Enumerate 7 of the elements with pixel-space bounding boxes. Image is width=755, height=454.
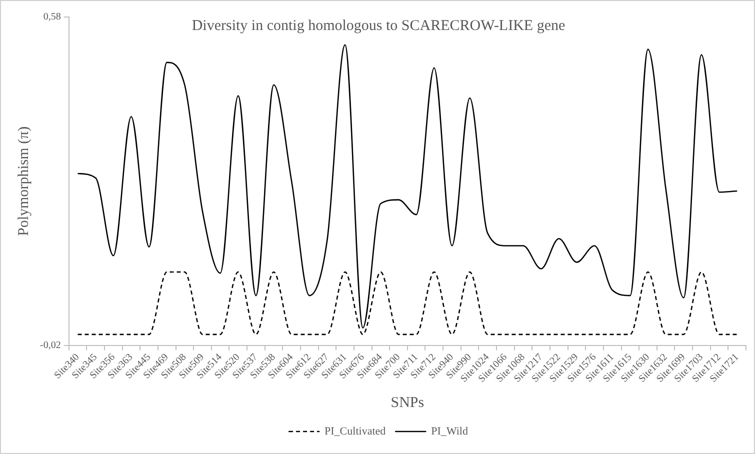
legend-label: PI_Wild [431,425,468,438]
legend-label: PI_Cultivated [324,425,386,438]
y-tick-label: 0,58 [43,12,61,23]
chart-title: Diversity in contig homologous to SCARECROW-LIKE gene [192,18,566,34]
x-axis-title: SNPs [390,394,424,411]
y-axis-title: Polymorphism (π) [16,126,32,236]
y-tick-label: -0,02 [40,340,61,351]
